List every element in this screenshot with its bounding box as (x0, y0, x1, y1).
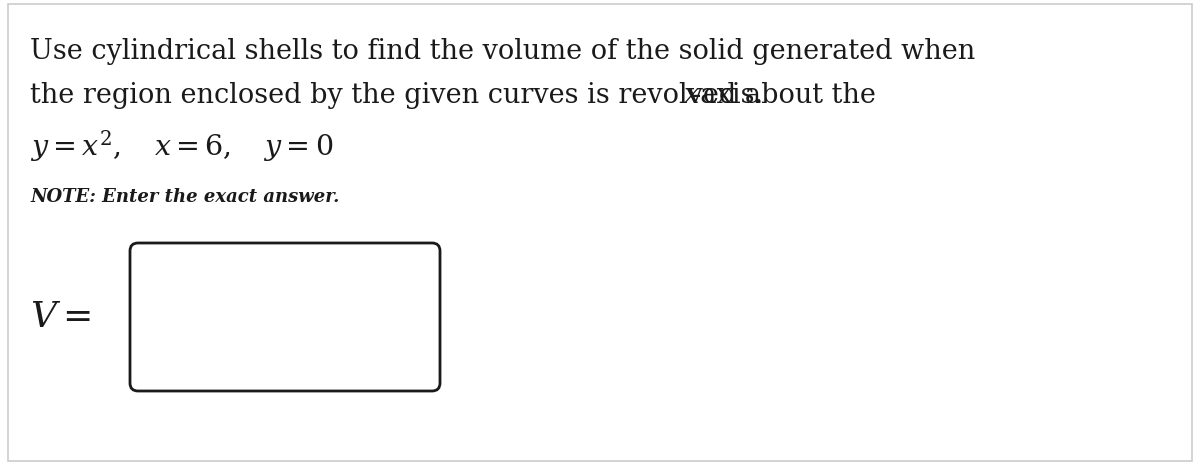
Text: Use cylindrical shells to find the volume of the solid generated when: Use cylindrical shells to find the volum… (30, 38, 976, 65)
Text: NOTE: Enter the exact answer.: NOTE: Enter the exact answer. (30, 188, 340, 206)
Text: x: x (684, 82, 700, 109)
FancyBboxPatch shape (130, 243, 440, 391)
Text: the region enclosed by the given curves is revolved about the: the region enclosed by the given curves … (30, 82, 884, 109)
FancyBboxPatch shape (8, 4, 1192, 461)
Text: -axis.: -axis. (691, 82, 763, 109)
Text: $y = x^2, \quad x = 6, \quad y = 0$: $y = x^2, \quad x = 6, \quad y = 0$ (30, 128, 334, 164)
Text: $V =$: $V =$ (30, 300, 91, 334)
